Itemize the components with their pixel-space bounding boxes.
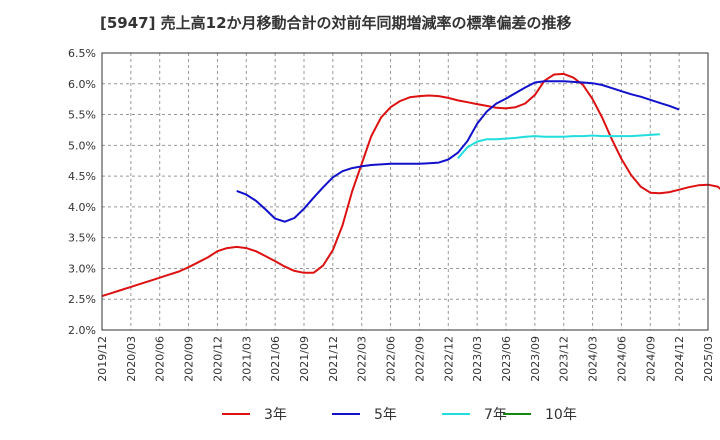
y-tick-label: 4.5%: [68, 170, 96, 183]
x-tick-label: 2024/09: [644, 336, 657, 382]
x-tick-label: 2023/09: [529, 336, 542, 382]
x-tick-label: 2024/03: [587, 336, 600, 382]
y-tick-label: 5.5%: [68, 109, 96, 122]
x-tick-label: 2023/12: [558, 336, 571, 382]
x-tick-label: 2025/03: [702, 336, 715, 382]
x-tick-label: 2023/06: [500, 336, 513, 382]
x-tick-label: 2021/12: [327, 336, 340, 382]
x-tick-label: 2020/12: [211, 336, 224, 382]
y-tick-label: 4.0%: [68, 201, 96, 214]
legend-label-1: 3年: [264, 407, 287, 423]
legend-label-2: 5年: [374, 407, 397, 423]
y-tick-label: 6.5%: [68, 47, 96, 60]
x-tick-label: 2024/12: [673, 336, 686, 382]
y-tick-label: 6.0%: [68, 78, 96, 91]
y-tick-label: 3.5%: [68, 232, 96, 245]
x-tick-label: 2019/12: [96, 336, 109, 382]
plot-frame: [101, 52, 709, 331]
series-line-2: [236, 80, 680, 223]
x-tick-label: 2020/09: [183, 336, 196, 382]
y-tick-label: 3.0%: [68, 262, 96, 275]
x-tick-label: 2022/03: [356, 336, 369, 382]
series-line-1: [101, 72, 720, 298]
x-tick-label: 2022/09: [413, 336, 426, 382]
x-tick-label: 2020/03: [125, 336, 138, 382]
x-tick-label: 2024/06: [615, 336, 628, 382]
x-tick-label: 2022/12: [442, 336, 455, 382]
chart-title: [5947] 売上高12か月移動合計の対前年同期増減率の標準偏差の推移: [100, 14, 572, 32]
y-tick-label: 2.5%: [68, 293, 96, 306]
y-tick-label: 5.0%: [68, 139, 96, 152]
plot-area: [101, 52, 709, 331]
x-tick-label: 2021/03: [240, 336, 253, 382]
x-tick-label: 2021/09: [298, 336, 311, 382]
legend-label-3: 7年: [484, 407, 507, 423]
legend-label-4: 10年: [545, 407, 577, 423]
x-tick-label: 2022/06: [385, 336, 398, 382]
series-line-3: [457, 133, 660, 159]
x-tick-label: 2021/06: [269, 336, 282, 382]
y-tick-label: 2.0%: [68, 324, 96, 337]
x-tick-label: 2023/03: [471, 336, 484, 382]
x-tick-label: 2020/06: [154, 336, 167, 382]
